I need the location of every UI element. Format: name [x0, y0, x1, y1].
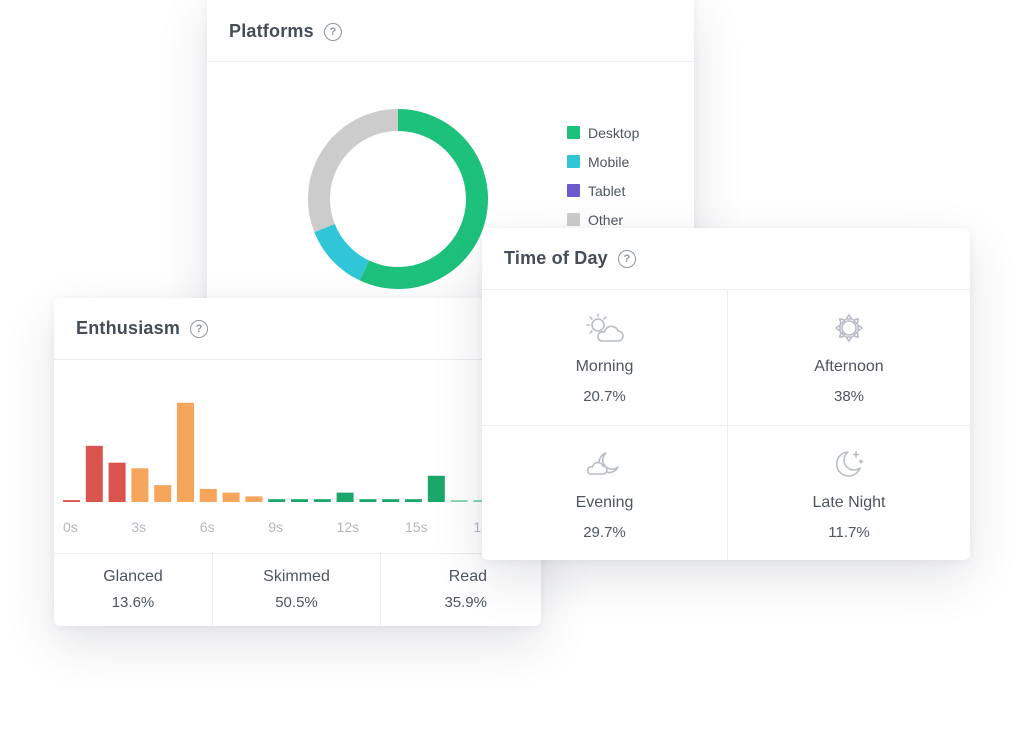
bar[interactable]: [291, 499, 308, 502]
bar[interactable]: [427, 475, 445, 502]
help-icon[interactable]: ?: [617, 249, 636, 268]
stat-label: Read: [448, 568, 487, 585]
stat-label: Skimmed: [263, 568, 330, 585]
legend-swatch-desktop: [567, 126, 580, 139]
x-tick-label: 3s: [131, 519, 146, 535]
x-tick-label: 15s: [405, 519, 428, 535]
time-of-day-card: Time of Day ? Morning 20.7% Afternoon 38…: [482, 228, 970, 560]
stat-glanced: Glanced 13.6%: [54, 554, 213, 626]
tod-label: Evening: [575, 494, 634, 511]
bar[interactable]: [199, 488, 217, 502]
tod-value: 38%: [833, 388, 865, 405]
cloud-moon-icon: [586, 452, 619, 475]
legend-label-desktop: Desktop: [588, 124, 640, 141]
legend-label-other: Other: [588, 211, 624, 228]
platforms-header: Platforms ?: [207, 0, 694, 62]
tod-label: Morning: [575, 358, 634, 375]
enthusiasm-bar-chart: 0s3s6s9s12s15s18: [63, 402, 491, 535]
stat-label: Glanced: [103, 568, 163, 585]
x-tick-label: 6s: [200, 519, 215, 535]
x-tick-label: 0s: [63, 519, 78, 535]
time-of-day-grid: Morning 20.7% Afternoon 38% Evening 29.7…: [482, 290, 970, 560]
enthusiasm-header: Enthusiasm ?: [54, 298, 541, 360]
partly-cloudy-sun-icon: [585, 313, 624, 342]
legend-item-mobile: Mobile: [567, 147, 639, 176]
bar[interactable]: [473, 500, 491, 502]
tod-value: 20.7%: [583, 388, 626, 405]
time-of-day-header: Time of Day ?: [482, 228, 970, 290]
bar[interactable]: [245, 496, 263, 502]
bar[interactable]: [108, 462, 126, 502]
platforms-card: Platforms ? Desktop Mobile Tablet Other: [207, 0, 694, 354]
x-tick-label: 12s: [337, 519, 360, 535]
bar[interactable]: [222, 492, 240, 502]
stat-skimmed: Skimmed 50.5%: [213, 554, 381, 626]
donut-slice-other[interactable]: [308, 109, 399, 233]
time-of-day-title: Time of Day: [504, 248, 608, 268]
stat-value: 35.9%: [444, 594, 487, 611]
sun-icon: [835, 314, 863, 342]
enthusiasm-stats: Glanced 13.6% Skimmed 50.5% Read 35.9%: [54, 553, 541, 626]
bar[interactable]: [268, 499, 286, 502]
legend-item-desktop: Desktop: [567, 118, 639, 147]
moon-stars-icon: [835, 451, 864, 477]
tod-cell-evening: Evening 29.7%: [482, 426, 728, 560]
bar[interactable]: [131, 468, 149, 502]
tod-value: 29.7%: [583, 524, 626, 541]
bar[interactable]: [154, 485, 172, 502]
bar[interactable]: [63, 500, 80, 502]
help-icon[interactable]: ?: [190, 319, 209, 338]
donut-slice-desktop[interactable]: [359, 109, 488, 289]
bar[interactable]: [450, 500, 468, 502]
bar[interactable]: [177, 402, 194, 502]
tod-value: 11.7%: [828, 524, 870, 541]
help-icon[interactable]: ?: [323, 22, 342, 41]
platforms-title: Platforms: [229, 21, 314, 41]
bar[interactable]: [405, 499, 422, 502]
donut-slice-mobile[interactable]: [314, 223, 370, 281]
tod-cell-late-night: Late Night 11.7%: [728, 426, 970, 560]
legend-item-tablet: Tablet: [567, 176, 639, 205]
legend-swatch-other: [567, 213, 580, 226]
platforms-donut-chart: [308, 109, 488, 289]
legend-swatch-tablet: [567, 184, 580, 197]
stat-value: 50.5%: [275, 594, 318, 611]
tod-cell-afternoon: Afternoon 38%: [728, 290, 970, 426]
tod-cell-morning: Morning 20.7%: [482, 290, 728, 426]
x-tick-label: 9s: [268, 519, 283, 535]
legend-swatch-mobile: [567, 155, 580, 168]
legend-item-other: Other: [567, 205, 639, 234]
bar[interactable]: [382, 499, 400, 502]
bar[interactable]: [359, 499, 377, 502]
bar[interactable]: [313, 499, 331, 502]
tod-label: Afternoon: [814, 358, 884, 375]
platforms-legend: Desktop Mobile Tablet Other: [567, 118, 639, 234]
legend-label-mobile: Mobile: [588, 153, 630, 170]
enthusiasm-card: Enthusiasm ? 0s3s6s9s12s15s18 Glanced 13…: [54, 298, 541, 626]
stat-value: 13.6%: [111, 594, 155, 611]
tod-label: Late Night: [812, 494, 886, 511]
legend-label-tablet: Tablet: [588, 182, 626, 199]
stat-read: Read 35.9%: [381, 554, 541, 626]
bar[interactable]: [85, 445, 103, 502]
enthusiasm-title: Enthusiasm: [76, 318, 181, 338]
bar[interactable]: [336, 492, 354, 502]
